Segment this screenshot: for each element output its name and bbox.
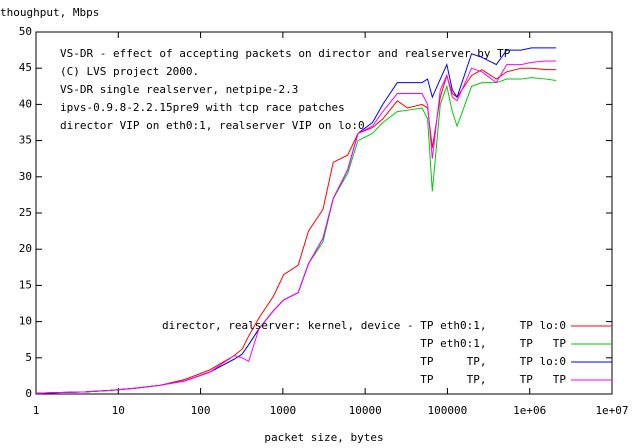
annotation: director VIP on eth0:1, realserver VIP o…	[60, 119, 365, 132]
x-axis-label: packet size, bytes	[264, 431, 383, 444]
y-axis-label: thoughput, Mbps	[0, 6, 99, 19]
y-tick-label: 35	[19, 134, 32, 147]
legend-label: TP TP, TP TP	[420, 373, 566, 386]
y-tick-label: 25	[19, 206, 32, 219]
x-tick-label: 100	[191, 404, 211, 417]
y-tick-label: 30	[19, 170, 32, 183]
y-tick-label: 0	[25, 387, 32, 400]
y-tick-label: 40	[19, 97, 32, 110]
x-tick-label: 1	[33, 404, 40, 417]
y-tick-label: 10	[19, 315, 32, 328]
x-tick-label: 1000	[270, 404, 297, 417]
legend-label: director, realserver: kernel, device - T…	[162, 319, 566, 332]
y-tick-label: 15	[19, 278, 32, 291]
annotation: (C) LVS project 2000.	[60, 65, 199, 78]
x-tick-label: 10	[112, 404, 125, 417]
x-tick-label: 10000	[349, 404, 382, 417]
y-tick-label: 20	[19, 242, 32, 255]
y-tick-label: 45	[19, 61, 32, 74]
annotation: ipvs-0.9.8-2.2.15pre9 with tcp race patc…	[60, 101, 345, 114]
data-line	[35, 60, 557, 394]
legend-label: TP TP, TP lo:0	[420, 355, 566, 368]
x-tick-label: 100000	[428, 404, 468, 417]
x-tick-label: 1e+07	[595, 404, 628, 417]
annotation: VS-DR - effect of accepting packets on d…	[60, 47, 511, 60]
y-tick-label: 50	[19, 25, 32, 38]
x-tick-label: 1e+06	[513, 404, 546, 417]
y-tick-label: 5	[25, 351, 32, 364]
annotation: VS-DR single realserver, netpipe-2.3	[60, 83, 298, 96]
legend-label: TP eth0:1, TP TP	[420, 337, 566, 350]
